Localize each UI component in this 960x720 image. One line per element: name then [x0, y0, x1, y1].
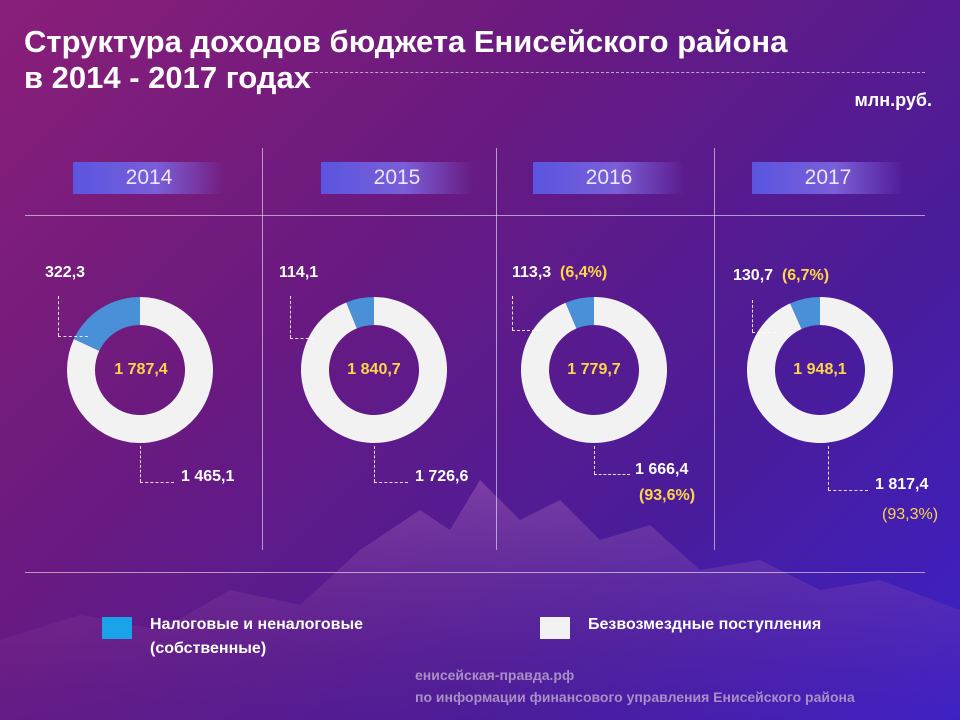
slice-gratuitous-2017: [747, 297, 894, 443]
own-value-2015: 114,1: [279, 264, 319, 281]
leader-own-2015: [290, 296, 291, 338]
year-label-2017: 2017: [752, 162, 904, 194]
gratuitous-value-2017: 1 817,4: [875, 476, 929, 493]
legend-label-own: Налоговые и неналоговые (собственные): [150, 616, 364, 657]
slice-gratuitous-2016: [521, 297, 667, 443]
own-value-2016: 113,3 (6,4%): [512, 264, 608, 281]
own-percent-2016: (6,4%): [560, 264, 608, 281]
page-title: Структура доходов бюджета Енисейского ра…: [24, 24, 787, 96]
leader-own-2016: [512, 296, 513, 330]
title-line-1: Структура доходов бюджета Енисейского ра…: [24, 24, 788, 59]
leader-grat-2014: [140, 446, 141, 482]
title-line-2: в 2014 - 2017 годах: [24, 60, 311, 95]
leader-own-2015-h: [290, 338, 314, 339]
footer-divider: [25, 572, 925, 573]
legend-swatch-own: [102, 617, 132, 639]
slice-gratuitous-2014: [67, 297, 214, 444]
source-site: енисейская-правда.рф: [415, 667, 575, 683]
slice-own-2014: [73, 297, 140, 351]
leader-grat-2017-h: [828, 490, 868, 491]
gratuitous-value-2014: 1 465,1: [181, 468, 235, 485]
total-value-2016: 1 779,7: [567, 361, 621, 378]
column-divider-2: [496, 148, 497, 550]
column-divider-1: [262, 148, 263, 550]
header-divider: [25, 215, 925, 216]
donut-chart-2014: [67, 297, 214, 444]
column-divider-3: [714, 148, 715, 550]
own-percent-2017: (6,7%): [781, 267, 830, 284]
leader-own-2014-h: [58, 336, 88, 337]
year-label-2016: 2016: [533, 162, 685, 194]
leader-own-2017: [752, 300, 753, 332]
gratuitous-percent-2016: (93,6%): [639, 487, 696, 504]
leader-grat-2017: [828, 446, 829, 490]
own-value-2017: 130,7 (6,7%): [733, 267, 830, 284]
total-value-2014: 1 787,4: [114, 361, 168, 378]
leader-grat-2015-h: [374, 482, 408, 483]
gratuitous-percent-2017: (93,3%): [882, 506, 939, 523]
unit-label: млн.руб.: [854, 90, 932, 110]
slice-own-2017: [790, 297, 820, 329]
slice-own-2015: [346, 297, 374, 329]
source-note: по информации финансового управления Ени…: [415, 689, 855, 705]
title-divider: [310, 72, 925, 73]
leader-own-2014: [58, 296, 59, 336]
donut-chart-2017: [747, 297, 894, 443]
legend-label-gratuitous: Безвозмездные поступления: [588, 616, 822, 633]
leader-grat-2016-h: [594, 474, 630, 475]
gratuitous-value-2016: 1 666,4: [635, 461, 689, 478]
slice-own-2016: [565, 297, 594, 329]
year-label-2015: 2015: [321, 162, 473, 194]
donut-chart-2016: [521, 297, 667, 443]
leader-own-2017-h: [752, 332, 776, 333]
total-value-2015: 1 840,7: [347, 361, 401, 378]
legend-swatch-gratuitous: [540, 617, 570, 639]
total-value-2017: 1 948,1: [793, 361, 847, 378]
slice-gratuitous-2015: [301, 297, 448, 443]
leader-grat-2014-h: [140, 482, 174, 483]
own-value-2014: 322,3: [45, 264, 86, 281]
gratuitous-value-2015: 1 726,6: [415, 468, 469, 485]
leader-grat-2015: [374, 446, 375, 482]
donut-chart-2015: [301, 297, 448, 443]
leader-grat-2016: [594, 446, 595, 474]
leader-own-2016-h: [512, 330, 540, 331]
year-label-2014: 2014: [73, 162, 225, 194]
